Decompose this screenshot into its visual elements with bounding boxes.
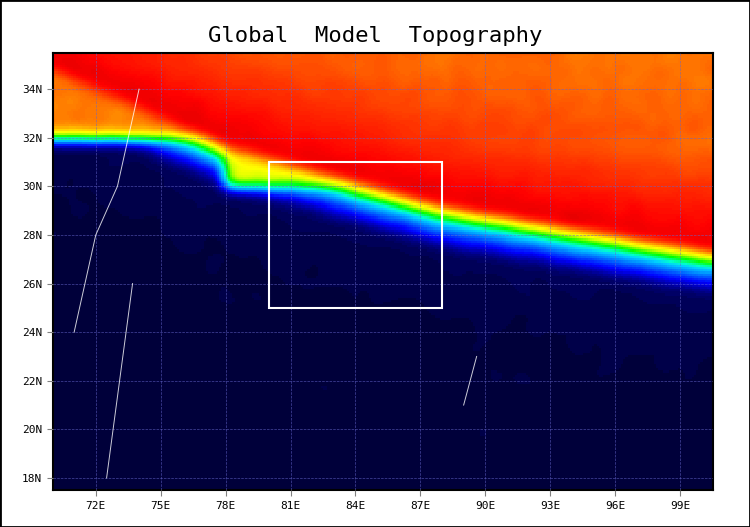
Bar: [269, 162, 442, 308]
Text: Global  Model  Topography: Global Model Topography: [208, 26, 542, 46]
